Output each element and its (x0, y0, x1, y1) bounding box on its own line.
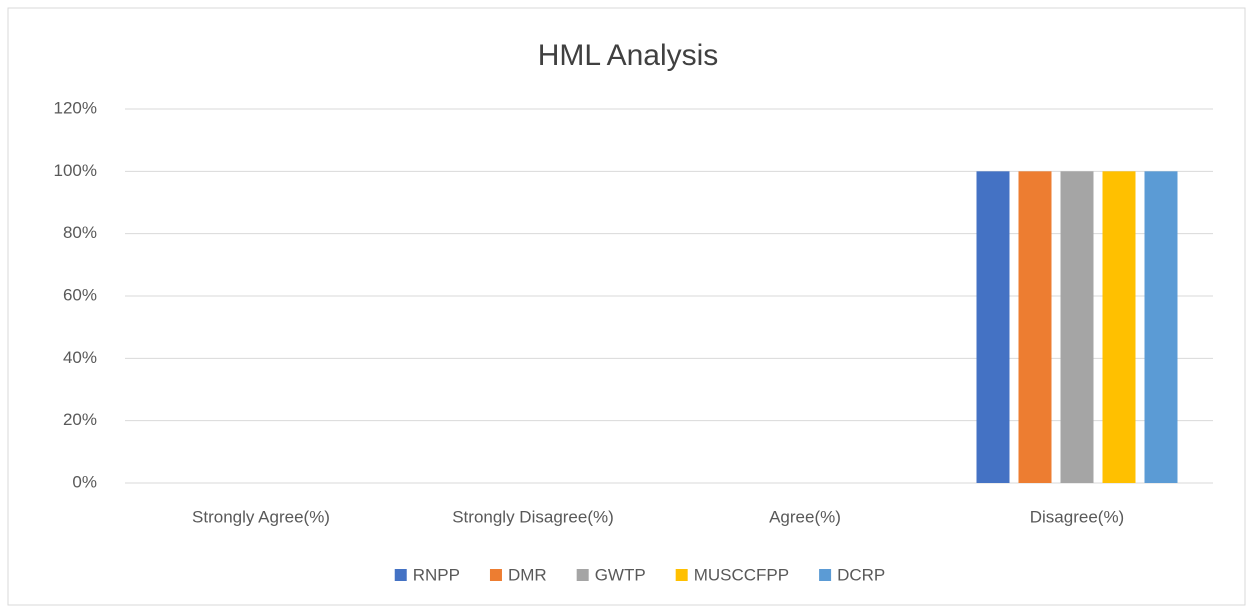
legend-label: MUSCCFPP (694, 565, 789, 584)
bar (1060, 171, 1094, 484)
x-tick-label: Strongly Disagree(%) (452, 507, 614, 526)
y-tick-label: 80% (63, 223, 97, 242)
y-tick-label: 100% (54, 161, 97, 180)
chart-title: HML Analysis (538, 39, 719, 72)
legend-swatch (675, 569, 688, 581)
legend-swatch (489, 569, 502, 581)
bar (1144, 171, 1178, 484)
y-tick-label: 40% (63, 348, 97, 367)
bar (1102, 171, 1136, 484)
bar (1018, 171, 1052, 484)
legend-label: RNPP (413, 565, 460, 584)
legend-swatch (394, 569, 407, 581)
legend-swatch (576, 569, 589, 581)
x-tick-label: Agree(%) (769, 507, 841, 526)
y-tick-label: 120% (54, 98, 97, 117)
bar (976, 171, 1010, 484)
x-tick-label: Strongly Agree(%) (192, 507, 330, 526)
legend-label: GWTP (595, 565, 646, 584)
y-tick-label: 20% (63, 410, 97, 429)
legend-label: DMR (508, 565, 547, 584)
legend-label: DCRP (837, 565, 885, 584)
y-tick-label: 0% (72, 472, 97, 491)
y-tick-label: 60% (63, 285, 97, 304)
x-tick-label: Disagree(%) (1030, 507, 1124, 526)
legend-swatch (819, 569, 832, 581)
